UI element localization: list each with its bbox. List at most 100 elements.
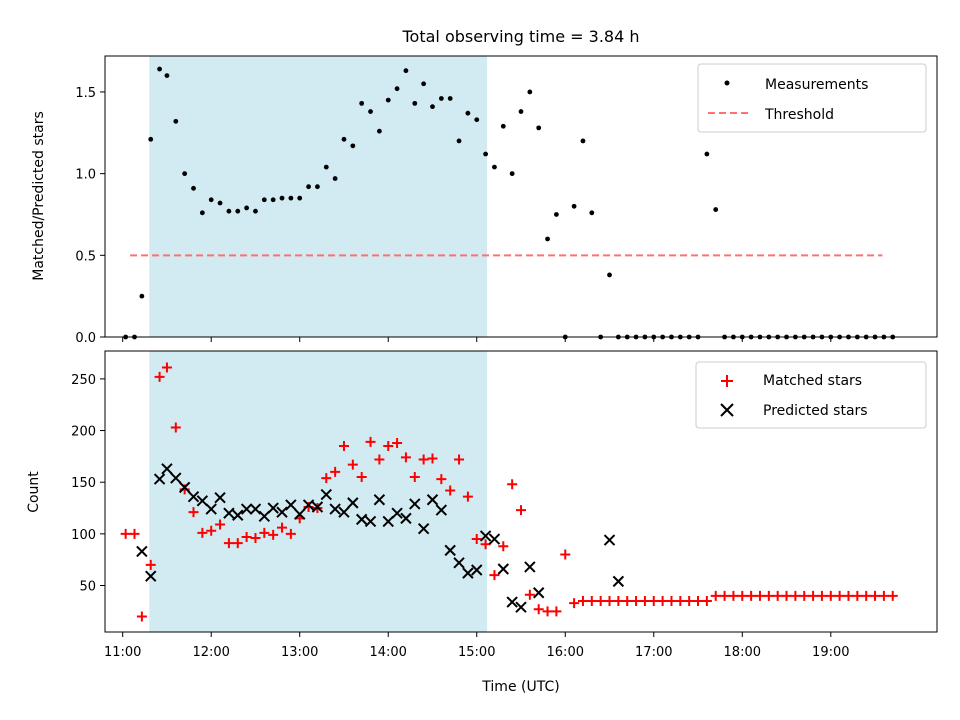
measurements-point — [368, 109, 373, 114]
predicted-stars-point — [205, 503, 217, 515]
legend-predicted-marker — [720, 403, 734, 417]
measurements-point — [226, 208, 232, 214]
predicted-stars-point — [276, 506, 288, 518]
xtick-label: 14:00 — [369, 645, 406, 660]
matched-stars-point — [250, 532, 261, 543]
xtick-label: 18:00 — [724, 645, 761, 660]
matched-stars-point — [356, 472, 367, 483]
predicted-stars-point — [178, 481, 191, 494]
matched-stars-point — [129, 528, 140, 539]
matched-stars-point — [445, 485, 456, 496]
highlight-span — [149, 56, 488, 337]
axes-frame — [104, 55, 938, 338]
highlight-span — [149, 351, 488, 632]
matched-stars-point — [569, 598, 580, 609]
measurements-point — [403, 68, 409, 74]
predicted-stars-point — [444, 544, 456, 557]
predicted-stars-point — [497, 563, 510, 575]
matched-stars-point — [666, 596, 677, 607]
matched-stars-point — [471, 534, 482, 545]
ytick-label: 50 — [79, 580, 96, 595]
matched-stars-point — [586, 596, 597, 607]
ytick-label: 150 — [71, 476, 96, 491]
matched-stars-point — [834, 590, 845, 601]
measurements-point — [253, 208, 258, 214]
matched-stars-point — [206, 525, 217, 536]
matched-stars-point — [648, 596, 659, 607]
matched-stars-point — [154, 371, 165, 382]
matched-stars-point — [409, 472, 420, 483]
xtick-label: 19:00 — [812, 645, 849, 660]
matched-stars-point — [675, 596, 686, 607]
predicted-stars-point — [258, 510, 271, 523]
matched-stars-point — [790, 590, 801, 601]
predicted-stars-point — [364, 515, 377, 528]
bottom-panel-xlabel: Time (UTC) — [481, 679, 559, 695]
predicted-stars-point — [294, 508, 306, 520]
measurements-point — [554, 212, 559, 217]
matched-stars-point — [321, 473, 332, 484]
matched-stars-point — [684, 596, 695, 607]
matched-stars-point — [799, 590, 810, 601]
xtick-label: 12:00 — [192, 645, 229, 660]
legend-predicted-label: Predicted stars — [763, 403, 868, 419]
xtick-label: 11:00 — [104, 645, 141, 660]
measurements-point — [376, 128, 382, 134]
matched-stars-point — [861, 590, 872, 601]
matched-stars-point — [374, 454, 385, 465]
matched-stars-point — [870, 590, 881, 601]
matched-stars-point — [259, 527, 270, 538]
predicted-stars-point — [136, 545, 148, 558]
measurements-point — [492, 164, 497, 170]
measurements-point — [182, 171, 188, 177]
measurements-point — [385, 97, 391, 103]
predicted-stars-point — [320, 488, 332, 501]
measurements-point — [306, 184, 311, 190]
matched-stars-point — [338, 441, 349, 452]
matched-stars-point — [551, 606, 562, 617]
matched-stars-point — [595, 596, 606, 607]
matched-stars-point — [120, 528, 131, 539]
measurements-point — [315, 184, 320, 190]
matched-stars-point — [825, 590, 836, 601]
matched-stars-point — [719, 590, 730, 601]
measurements-point — [545, 236, 550, 242]
matched-stars-point — [462, 491, 473, 502]
matched-stars-point — [241, 531, 252, 542]
ytick-label: 200 — [71, 425, 96, 440]
legend-measurements-label: Measurements — [765, 77, 868, 93]
top-plot-area: 0.0 0.5 1.0 1.5 — [75, 55, 938, 346]
matched-stars-point — [816, 590, 827, 601]
measurements-point — [474, 117, 480, 123]
ytick-label: 100 — [71, 528, 96, 543]
predicted-stars-point — [187, 490, 200, 503]
predicted-stars-point — [524, 561, 536, 573]
predicted-stars-point — [488, 533, 501, 545]
legend-matched-label: Matched stars — [763, 373, 862, 389]
matched-stars-point — [710, 590, 721, 601]
measurements-point — [350, 143, 356, 149]
matched-stars-point — [639, 596, 650, 607]
matched-stars-point — [560, 549, 571, 560]
matched-stars-point — [197, 527, 208, 538]
matched-stars-point — [161, 362, 172, 373]
matched-stars-point — [215, 519, 226, 530]
matched-stars-point — [365, 436, 376, 447]
legend-matched-marker — [721, 375, 733, 387]
predicted-stars-point — [603, 534, 616, 546]
matched-stars-point — [436, 474, 447, 485]
predicted-stars-point — [153, 473, 166, 485]
matched-stars-point — [622, 596, 633, 607]
predicted-stars-point — [196, 495, 209, 507]
measurements-point — [323, 164, 329, 170]
matched-stars-point — [454, 454, 465, 465]
measurements-point — [412, 100, 418, 106]
matched-stars-point — [763, 590, 774, 601]
measurements-point — [509, 171, 515, 177]
predicted-stars-point — [329, 503, 341, 515]
measurements-point — [199, 210, 205, 216]
matched-stars-point — [223, 538, 234, 549]
predicted-stars-point — [479, 530, 492, 542]
predicted-stars-point — [338, 506, 350, 518]
